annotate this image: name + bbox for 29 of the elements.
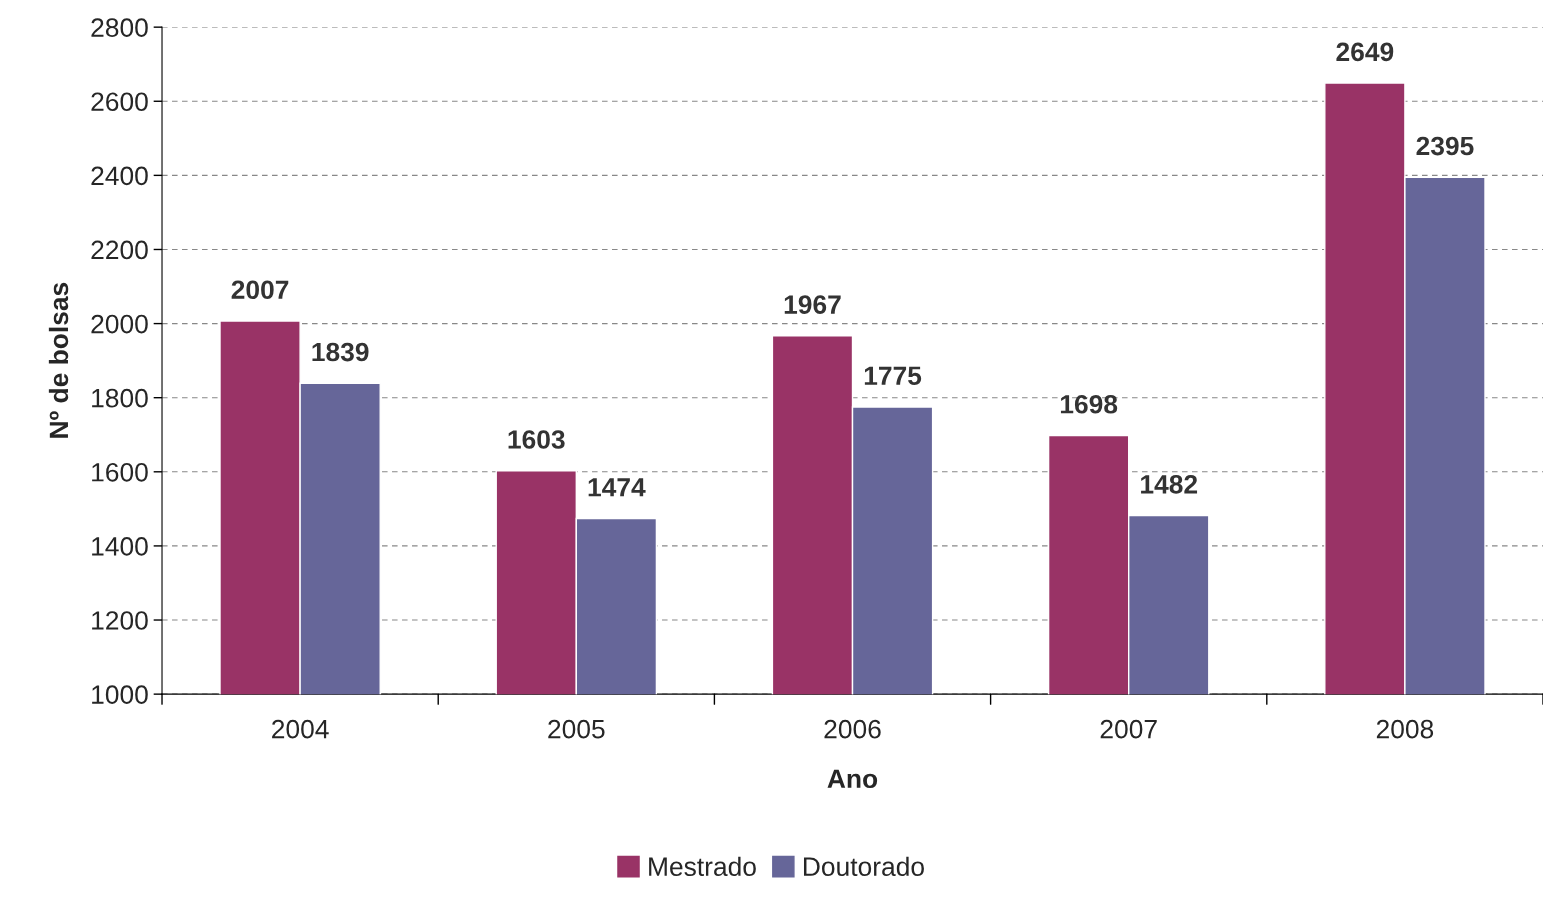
y-tick-label: 1200 bbox=[92, 611, 148, 630]
x-tick-label: 2004 bbox=[272, 719, 329, 739]
y-axis-title: Nº de bolsas bbox=[48, 282, 69, 438]
data-label: 1967 bbox=[784, 295, 841, 314]
data-label: 1839 bbox=[312, 342, 369, 362]
legend-label: Doutorado bbox=[803, 856, 924, 877]
y-tick-label: 2800 bbox=[91, 18, 148, 37]
x-tick-label: 2008 bbox=[1376, 719, 1434, 739]
y-tick-label: 2600 bbox=[91, 92, 148, 112]
y-tick-label: 2000 bbox=[91, 314, 148, 334]
y-tick-label: 1800 bbox=[92, 388, 148, 408]
data-label: 1775 bbox=[864, 366, 922, 386]
y-tick-label: 1000 bbox=[92, 685, 148, 704]
data-label: 2007 bbox=[231, 280, 289, 300]
x-tick-label: 2006 bbox=[824, 719, 881, 739]
data-label: 2395 bbox=[1416, 136, 1474, 156]
data-label: 1482 bbox=[1141, 474, 1198, 494]
data-label: 2649 bbox=[1336, 42, 1394, 62]
x-tick-label: 2007 bbox=[1100, 719, 1157, 739]
data-label: 1698 bbox=[1060, 394, 1118, 414]
data-label: 1603 bbox=[508, 430, 565, 449]
x-tick-label: 2005 bbox=[548, 719, 605, 739]
y-tick-label: 1400 bbox=[92, 537, 148, 556]
legend-label: Mestrado bbox=[649, 856, 756, 877]
x-axis-title: Ano bbox=[827, 769, 878, 789]
y-tick-label: 1600 bbox=[92, 462, 148, 482]
data-label: 1474 bbox=[588, 478, 646, 497]
y-tick-label: 2200 bbox=[91, 240, 148, 260]
y-tick-label: 2400 bbox=[91, 166, 148, 186]
